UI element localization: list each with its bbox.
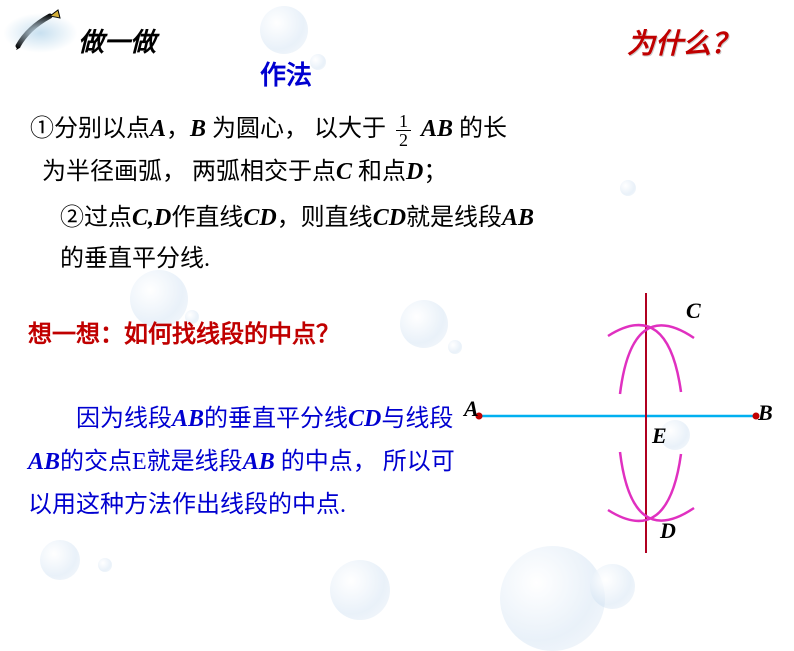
step-1: ①分别以点A，B 为圆心， 以大于 12 AB 的长 为半径画弧， 两弧相交于点… (30, 108, 730, 194)
s1-AB: AB (415, 116, 453, 142)
s2-a: ②过点 (60, 205, 132, 231)
s2-CD3: CD (373, 205, 406, 231)
s2-CD1: C,D (132, 205, 171, 231)
ans-AB2: AB (28, 449, 60, 475)
label-A: A (464, 396, 479, 422)
s2-AB: AB (502, 205, 534, 231)
s1-text-e: 为圆心， 以大于 (206, 116, 392, 142)
construction-diagram: A B C D E (450, 278, 770, 578)
s1-B: B (190, 116, 206, 142)
s1-D: D (406, 159, 423, 185)
answer-text: 因为线段AB的垂直平分线CD与线段AB的交点E就是线段AB 的中点， 所以可以用… (28, 398, 478, 528)
s2-i: 的垂直平分线. (60, 246, 210, 272)
s2-CD2: CD (243, 205, 276, 231)
s1-line2-a: 为半径画弧， 两弧相交于点 (42, 159, 336, 185)
method-title: 作法 (260, 55, 312, 92)
ans-AB3: AB (243, 449, 275, 475)
step-2: ②过点C,D作直线CD，则直线CD就是线段AB的垂直平分线. (60, 198, 700, 280)
bg-bubble (260, 6, 308, 54)
s1-C: C (336, 159, 352, 185)
bg-bubble (330, 560, 390, 620)
s1-text-c: ， (166, 116, 190, 142)
s1-line2-e: ； (423, 159, 447, 185)
s1-text-a: ①分别以点 (30, 116, 150, 142)
s2-c: 作直线 (171, 205, 243, 231)
fraction-half: 12 (396, 112, 411, 149)
bg-bubble (310, 54, 326, 70)
label-B: B (758, 400, 773, 426)
bg-bubble (40, 540, 80, 580)
ans-t7: 的交点E就是线段 (60, 449, 243, 475)
ans-t5: 与线段 (381, 406, 453, 432)
s2-g: 就是线段 (406, 205, 502, 231)
pen-icon (8, 8, 78, 63)
ans-AB1: AB (172, 406, 204, 432)
ans-CD: CD (348, 406, 381, 432)
s1-A: A (150, 116, 166, 142)
s1-text-g: 的长 (453, 116, 507, 142)
think-prompt: 想一想：如何找线段的中点？ (28, 314, 340, 349)
label-E: E (652, 423, 667, 449)
label-C: C (686, 298, 701, 324)
s1-line2-c: 和点 (352, 159, 406, 185)
bg-bubble (400, 300, 448, 348)
frac-den: 2 (396, 131, 411, 149)
label-D: D (660, 518, 676, 544)
why-title: 为什么？ (627, 22, 739, 62)
ans-t1: 因为线段 (76, 406, 172, 432)
s2-e: ，则直线 (277, 205, 373, 231)
frac-num: 1 (396, 112, 411, 131)
bg-bubble (98, 558, 112, 572)
ans-t3: 的垂直平分线 (204, 406, 348, 432)
corner-title: 做一做 (78, 22, 156, 59)
